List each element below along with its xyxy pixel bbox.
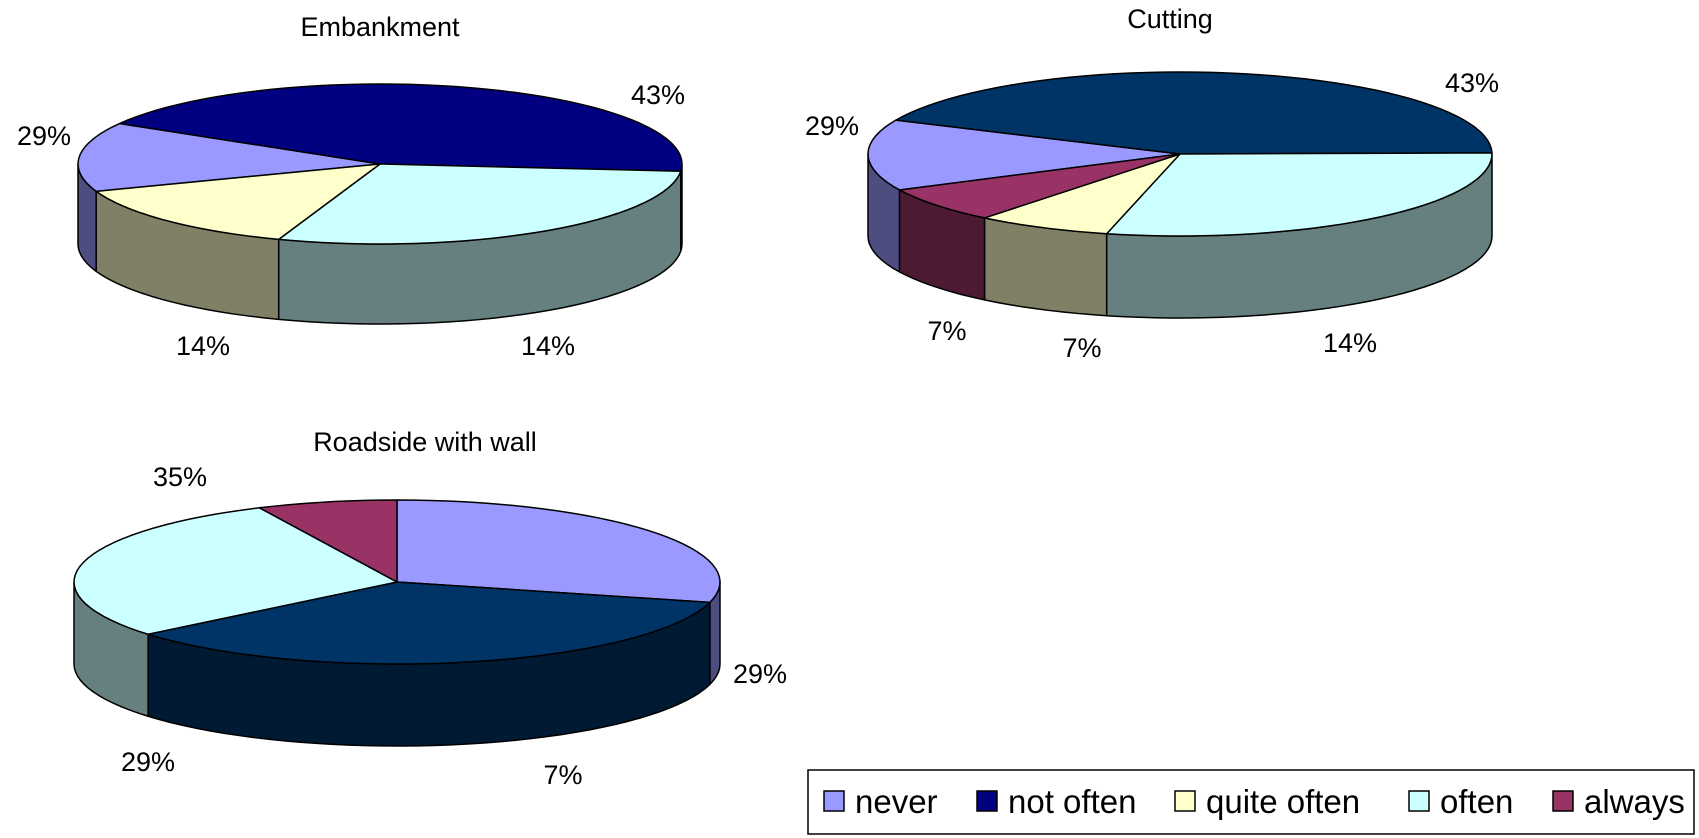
pie-slice-never bbox=[396, 499, 721, 604]
legend-swatch bbox=[1408, 790, 1430, 812]
pie-slice-not-often bbox=[147, 581, 711, 665]
legend-label: not often bbox=[1008, 783, 1136, 820]
pie-slice-never bbox=[77, 122, 381, 193]
data-label-quite-often: 7% bbox=[927, 316, 966, 346]
legend-frame bbox=[807, 769, 1695, 835]
pie-slice-quite-often bbox=[983, 153, 1181, 235]
legend-item-quite-often: quite often bbox=[1174, 783, 1360, 820]
legend-item-often: often bbox=[1408, 783, 1513, 820]
legend-item-not-often: not often bbox=[976, 783, 1136, 820]
pie-chart-embankment bbox=[77, 83, 683, 325]
data-label-not-often: 35% bbox=[153, 462, 207, 492]
legend: never not often quite often often always bbox=[807, 769, 1695, 835]
pie-slice-always bbox=[258, 499, 398, 583]
data-label-often: 29% bbox=[17, 121, 71, 151]
legend-label: always bbox=[1584, 783, 1685, 820]
legend-swatch bbox=[1552, 790, 1574, 812]
chart-title: Roadside with wall bbox=[313, 427, 537, 457]
data-label-quite-often: 14% bbox=[176, 331, 230, 361]
data-label-never: 14% bbox=[1323, 328, 1377, 358]
data-label-not-often: 43% bbox=[631, 80, 685, 110]
data-label-always: 7% bbox=[543, 760, 582, 790]
pie-slice-often bbox=[1105, 152, 1493, 237]
pie-chart-cutting bbox=[867, 71, 1493, 319]
chart-title: Embankment bbox=[300, 12, 460, 42]
data-label-often: 29% bbox=[805, 111, 859, 141]
data-label-always: 7% bbox=[1062, 333, 1101, 363]
data-label-not-often: 43% bbox=[1445, 68, 1499, 98]
legend-swatch bbox=[976, 790, 998, 812]
data-label-never: 14% bbox=[521, 331, 575, 361]
pie-slice-always bbox=[898, 153, 1181, 219]
pie-slice-often bbox=[73, 507, 398, 636]
legend-item-always: always bbox=[1552, 783, 1685, 820]
pie-slice-quite-often bbox=[95, 163, 381, 241]
legend-item-never: never bbox=[823, 783, 938, 820]
pie-slice-never bbox=[867, 119, 1181, 191]
legend-swatch bbox=[1174, 790, 1196, 812]
pie-chart-roadside-with-wall bbox=[73, 499, 721, 747]
data-label-never: 29% bbox=[733, 659, 787, 689]
legend-label: quite often bbox=[1206, 783, 1360, 820]
pie-slice-not-often bbox=[118, 83, 683, 172]
legend-label: never bbox=[855, 783, 938, 820]
legend-label: often bbox=[1440, 783, 1513, 820]
pie-slice-often bbox=[277, 163, 682, 245]
chart-title: Cutting bbox=[1127, 4, 1213, 34]
data-label-often: 29% bbox=[121, 747, 175, 777]
legend-swatch bbox=[823, 790, 845, 812]
pie-slice-not-often bbox=[895, 71, 1493, 155]
